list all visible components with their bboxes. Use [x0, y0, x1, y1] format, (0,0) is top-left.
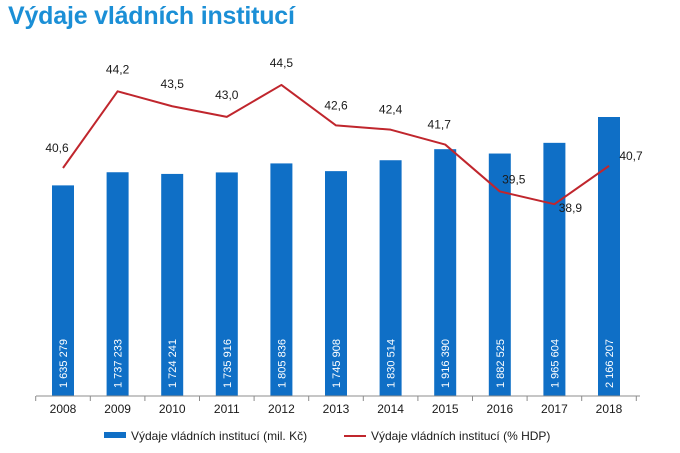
pct-label-2013: 42,6 — [324, 98, 348, 112]
bar-2016 — [488, 153, 511, 396]
bar-2013 — [325, 171, 347, 396]
bar-value-label-2012: 1 805 836 — [276, 339, 288, 388]
x-tick-label-2015: 2015 — [432, 402, 459, 416]
pct-label-2012: 44,5 — [270, 56, 294, 70]
bar-2011 — [215, 172, 238, 396]
bar-value-label-2011: 1 735 916 — [222, 339, 234, 388]
pct-label-2016: 39,5 — [502, 172, 526, 186]
pct-label-2017: 38,9 — [559, 201, 583, 215]
pct-label-2010: 43,5 — [161, 77, 185, 91]
x-tick-label-2016: 2016 — [486, 402, 513, 416]
bar-2009 — [106, 172, 129, 396]
bar-2014 — [379, 160, 402, 396]
legend-swatch-bars — [104, 432, 126, 438]
bar-value-label-2017: 1 965 604 — [549, 339, 561, 388]
pct-label-2015: 41,7 — [428, 118, 452, 132]
bar-value-label-2010: 1 724 241 — [167, 339, 179, 388]
x-tick-label-2011: 2011 — [214, 402, 240, 416]
x-tick-label-2018: 2018 — [596, 402, 623, 416]
pct-gdp-line — [62, 83, 610, 206]
pct-label-2008: 40,6 — [45, 141, 69, 155]
bar-2012 — [270, 163, 293, 396]
legend-label-bars: Výdaje vládních institucí (mil. Kč) — [131, 429, 307, 443]
bar-value-label-2016: 1 882 525 — [495, 339, 507, 388]
x-tick-label-2010: 2010 — [159, 402, 186, 416]
bar-2018 — [598, 117, 620, 396]
bar-2015 — [434, 149, 457, 396]
bar-2010 — [161, 173, 184, 396]
bar-value-label-2018: 2 166 207 — [604, 339, 616, 388]
x-tick-label-2017: 2017 — [541, 402, 568, 416]
x-tick-label-2008: 2008 — [50, 402, 77, 416]
bar-value-label-2015: 1 916 390 — [440, 339, 452, 388]
x-tick-label-2012: 2012 — [268, 402, 295, 416]
legend-label-line: Výdaje vládních institucí (% HDP) — [371, 429, 550, 443]
chart-title: Výdaje vládních institucí — [8, 2, 295, 30]
bar-value-label-2013: 1 745 908 — [331, 339, 343, 388]
pct-label-2009: 44,2 — [106, 62, 130, 76]
bar-value-label-2009: 1 737 233 — [113, 339, 125, 388]
bar-2008 — [52, 185, 74, 396]
pct-label-2018: 40,7 — [619, 149, 643, 163]
x-tick-label-2013: 2013 — [323, 402, 350, 416]
bar-value-label-2008: 1 635 279 — [58, 339, 70, 388]
bar-value-label-2014: 1 830 514 — [386, 339, 398, 388]
pct-label-2014: 42,4 — [379, 103, 403, 117]
pct-label-2011: 43,0 — [215, 88, 239, 102]
x-tick-label-2009: 2009 — [104, 402, 131, 416]
bar-2017 — [543, 142, 566, 396]
x-tick-label-2014: 2014 — [377, 402, 404, 416]
